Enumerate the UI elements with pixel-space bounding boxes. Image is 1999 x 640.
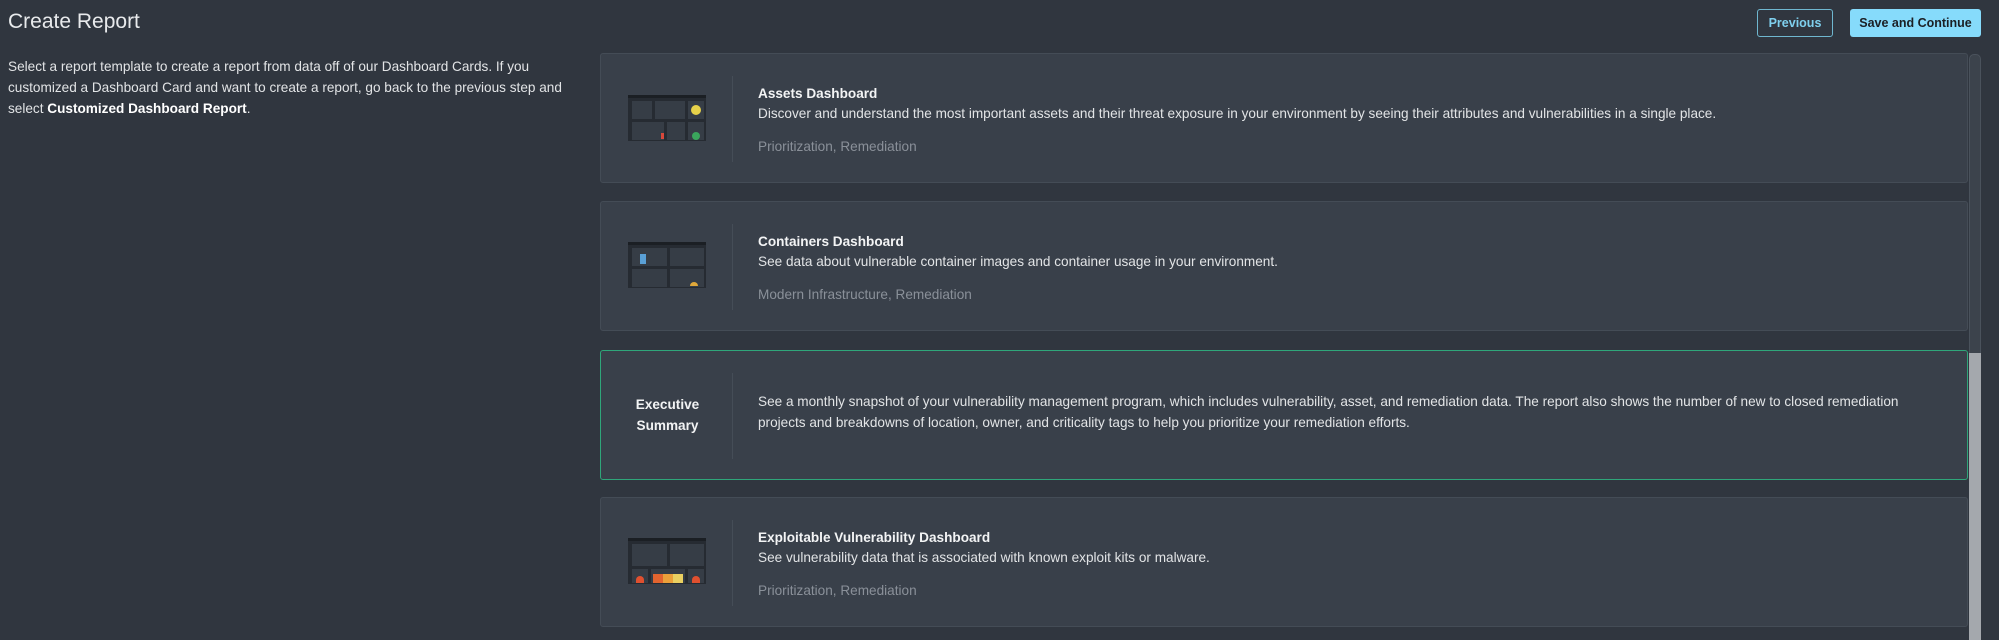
template-card-executive-summary[interactable]: Executive Summary See a monthly snapshot…: [600, 350, 1968, 480]
page-title: Create Report: [8, 10, 140, 33]
divider: [732, 76, 733, 162]
template-description: See vulnerability data that is associate…: [758, 550, 1210, 565]
scrollbar-thumb[interactable]: [1969, 353, 1981, 640]
template-card-assets-dashboard[interactable]: Assets Dashboard Discover and understand…: [600, 53, 1968, 183]
intro-text: Select a report template to create a rep…: [8, 56, 578, 119]
template-tags: Prioritization, Remediation: [758, 139, 917, 154]
dashboard-thumbnail-icon: [628, 95, 706, 141]
template-card-exploitable-vulnerability-dashboard[interactable]: Exploitable Vulnerability Dashboard See …: [600, 497, 1968, 627]
dashboard-thumbnail-icon: [628, 538, 706, 584]
divider: [732, 520, 733, 606]
template-title: Executive Summary: [635, 397, 700, 433]
template-title: Exploitable Vulnerability Dashboard: [758, 530, 991, 545]
intro-bold: Customized Dashboard Report: [47, 101, 247, 116]
template-description: Discover and understand the most importa…: [758, 106, 1717, 121]
dashboard-thumbnail-icon: [628, 242, 706, 288]
template-title: Assets Dashboard: [758, 86, 878, 101]
template-tags: Modern Infrastructure, Remediation: [758, 287, 972, 302]
divider: [732, 373, 733, 459]
template-list: Assets Dashboard Discover and understand…: [600, 53, 1969, 640]
previous-button[interactable]: Previous: [1757, 9, 1833, 37]
template-description: See data about vulnerable container imag…: [758, 254, 1278, 269]
save-and-continue-button[interactable]: Save and Continue: [1850, 9, 1981, 37]
template-description: See a monthly snapshot of your vulnerabi…: [758, 394, 1899, 430]
divider: [732, 224, 733, 310]
template-title: Containers Dashboard: [758, 234, 904, 249]
intro-end: .: [246, 101, 251, 116]
template-tags: Prioritization, Remediation: [758, 583, 917, 598]
template-card-containers-dashboard[interactable]: Containers Dashboard See data about vuln…: [600, 201, 1968, 331]
intro-body: Select a report template to create a rep…: [8, 59, 562, 116]
